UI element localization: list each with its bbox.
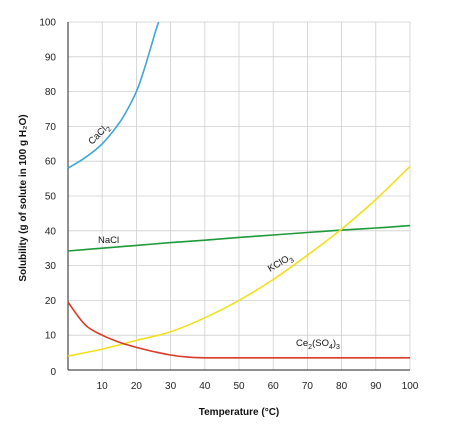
ce-label-part3: ) (333, 338, 336, 349)
series-label-cacl2-sub: 2 (106, 126, 114, 134)
x-tick-labels: 10 20 30 40 50 60 70 80 90 100 (97, 381, 419, 392)
y-tick-label-90: 90 (45, 52, 57, 63)
x-tick-label-40: 40 (199, 381, 211, 392)
series-line-1 (67, 224, 411, 252)
y-tick-labels: 0 10 20 30 40 50 60 70 80 90 100 (39, 18, 56, 379)
y-tick-label-40: 40 (45, 226, 57, 237)
x-tick-label-80: 80 (336, 381, 348, 392)
axes (67, 22, 410, 371)
y-tick-label-20: 20 (45, 296, 57, 307)
x-tick-label-20: 20 (131, 381, 143, 392)
series-label-kclo3-base: KClO (266, 254, 291, 275)
series-label-kclo3-sub: 3 (289, 257, 296, 265)
grid (68, 21, 411, 370)
y-tick-label-60: 60 (45, 157, 57, 168)
y-tick-label-50: 50 (45, 192, 57, 203)
series-lines (67, 21, 411, 359)
x-tick-label-10: 10 (97, 381, 109, 392)
series-line-0 (67, 21, 160, 169)
series-label-kclo3: KClO3 (266, 252, 296, 277)
y-tick-label-10: 10 (45, 331, 57, 342)
series-label-nacl: NaCl (98, 235, 119, 246)
x-tick-label-30: 30 (165, 381, 177, 392)
x-axis-title: Temperature (°C) (199, 407, 280, 418)
y-tick-label-0: 0 (50, 367, 56, 378)
y-tick-label-80: 80 (45, 87, 57, 98)
ce-label-sub1: 2 (308, 344, 312, 351)
ce-label-part2: (SO (312, 338, 329, 349)
x-tick-label-50: 50 (233, 381, 245, 392)
series-line-3 (67, 301, 410, 359)
x-tick-label-90: 90 (370, 381, 382, 392)
ce-label-sub2: 4 (329, 344, 333, 351)
series-line-2 (67, 165, 411, 357)
x-tick-label-70: 70 (302, 381, 314, 392)
series-label-ce2so43: Ce2(SO4)3 (296, 338, 340, 351)
ce-label-sub3: 3 (336, 344, 340, 351)
ce-label-part1: Ce (296, 338, 308, 349)
x-tick-label-60: 60 (268, 381, 280, 392)
y-tick-label-30: 30 (45, 261, 57, 272)
y-tick-label-70: 70 (45, 122, 57, 133)
y-axis-title: Solubility (g of solute in 100 g H₂O) (18, 114, 29, 281)
x-tick-label-100: 100 (402, 381, 419, 392)
y-tick-label-100: 100 (39, 18, 56, 29)
